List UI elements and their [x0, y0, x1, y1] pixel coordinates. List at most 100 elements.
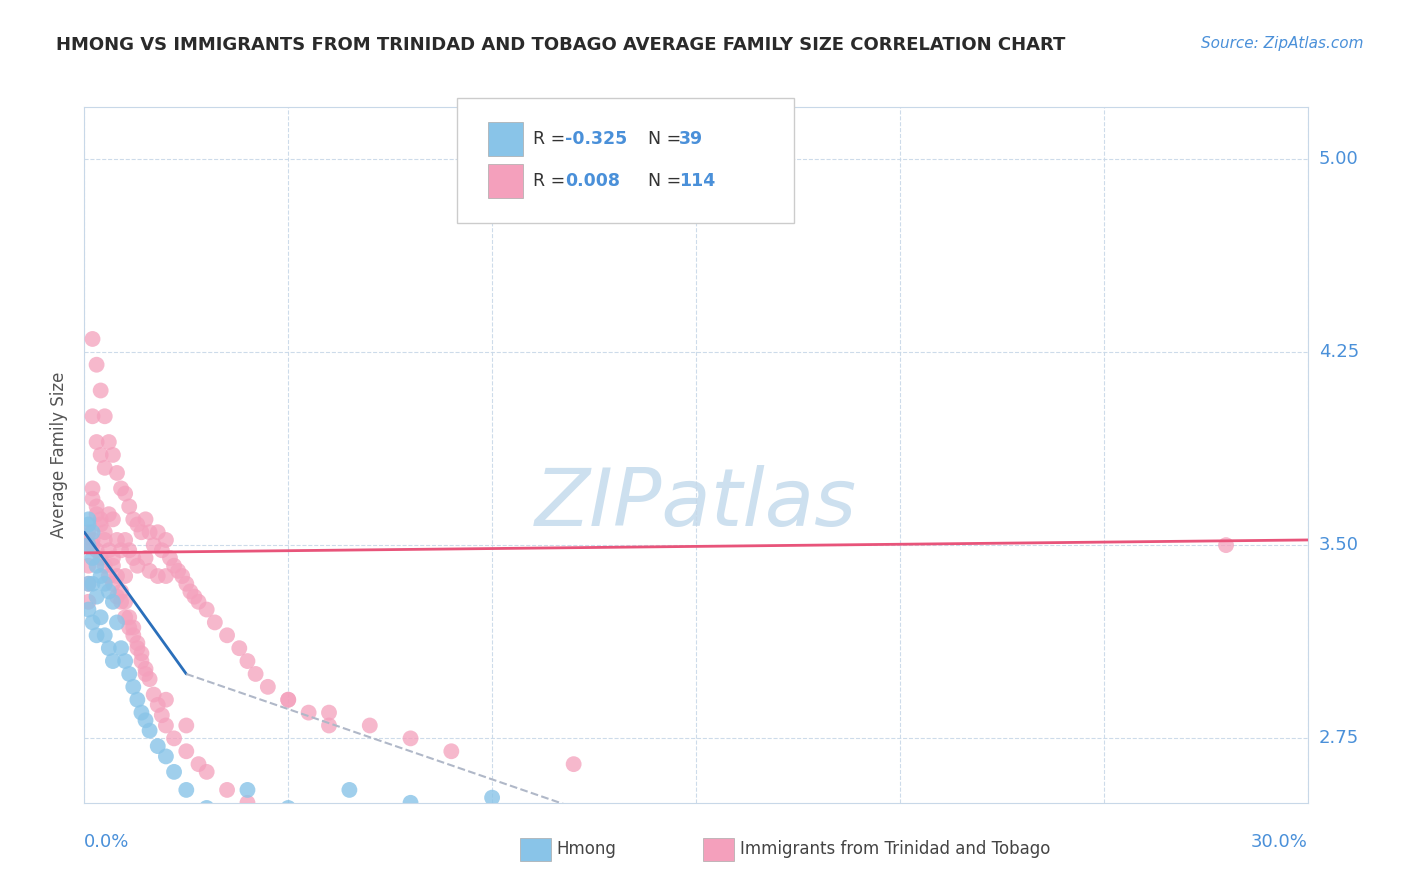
Point: [86, 558, 108, 573]
Point: [82, 576, 104, 591]
Point: [135, 512, 157, 526]
Text: 0.008: 0.008: [565, 172, 620, 190]
Text: 30.0%: 30.0%: [1251, 833, 1308, 851]
Point: [318, 706, 340, 720]
Text: 3.50: 3.50: [1319, 536, 1358, 554]
Point: [110, 584, 132, 599]
Point: [82, 615, 104, 630]
Point: [122, 621, 145, 635]
Point: [82, 551, 104, 566]
Point: [135, 662, 157, 676]
Point: [122, 680, 145, 694]
Point: [90, 610, 112, 624]
Point: [93, 533, 115, 547]
Point: [187, 757, 209, 772]
Point: [101, 551, 124, 566]
Point: [183, 590, 205, 604]
Point: [114, 610, 136, 624]
Point: [82, 538, 104, 552]
Point: [110, 641, 132, 656]
Point: [131, 654, 153, 668]
Point: [77, 517, 100, 532]
Point: [82, 525, 104, 540]
Text: R =: R =: [533, 172, 571, 190]
Point: [562, 757, 585, 772]
Point: [236, 783, 259, 797]
Point: [114, 486, 136, 500]
Point: [127, 636, 149, 650]
Point: [90, 551, 112, 566]
Point: [105, 615, 128, 630]
Point: [101, 448, 124, 462]
Point: [90, 384, 112, 398]
Point: [86, 358, 108, 372]
Point: [97, 543, 120, 558]
Point: [97, 507, 120, 521]
Point: [172, 569, 194, 583]
Point: [150, 708, 173, 723]
Point: [1215, 538, 1237, 552]
Point: [138, 564, 160, 578]
Point: [298, 706, 321, 720]
Text: R =: R =: [533, 130, 571, 148]
Point: [155, 749, 177, 764]
Point: [138, 672, 160, 686]
Text: Hmong: Hmong: [557, 840, 617, 858]
Point: [138, 723, 160, 738]
Point: [77, 576, 100, 591]
Point: [150, 543, 173, 558]
Point: [110, 543, 132, 558]
Point: [155, 692, 177, 706]
Point: [257, 680, 280, 694]
Text: 2.75: 2.75: [1319, 730, 1360, 747]
Point: [93, 628, 115, 642]
Point: [93, 460, 115, 475]
Point: [86, 435, 108, 450]
Point: [105, 533, 128, 547]
Point: [277, 692, 299, 706]
Point: [257, 808, 280, 822]
Point: [82, 491, 104, 506]
Point: [118, 667, 141, 681]
Point: [82, 332, 104, 346]
Point: [114, 595, 136, 609]
Point: [118, 500, 141, 514]
Point: [127, 558, 149, 573]
Point: [399, 731, 422, 746]
Text: 4.25: 4.25: [1319, 343, 1360, 361]
Point: [127, 517, 149, 532]
Point: [131, 525, 153, 540]
Point: [146, 525, 169, 540]
Point: [236, 654, 259, 668]
Point: [77, 525, 100, 540]
Point: [97, 584, 120, 599]
Text: N =: N =: [637, 130, 686, 148]
Point: [179, 584, 201, 599]
Text: 114: 114: [679, 172, 716, 190]
Point: [93, 576, 115, 591]
Point: [90, 448, 112, 462]
Point: [101, 558, 124, 573]
Point: [97, 569, 120, 583]
Point: [110, 482, 132, 496]
Point: [217, 628, 239, 642]
Point: [135, 551, 157, 566]
Point: [86, 628, 108, 642]
Point: [217, 783, 239, 797]
Point: [90, 569, 112, 583]
Point: [77, 538, 100, 552]
Point: [101, 595, 124, 609]
Text: 0.0%: 0.0%: [84, 833, 129, 851]
Text: HMONG VS IMMIGRANTS FROM TRINIDAD AND TOBAGO AVERAGE FAMILY SIZE CORRELATION CHA: HMONG VS IMMIGRANTS FROM TRINIDAD AND TO…: [56, 36, 1066, 54]
Point: [118, 610, 141, 624]
Point: [135, 714, 157, 728]
Point: [155, 718, 177, 732]
Point: [97, 641, 120, 656]
Point: [118, 621, 141, 635]
Point: [82, 409, 104, 424]
Point: [195, 602, 218, 616]
Point: [93, 409, 115, 424]
Point: [77, 558, 100, 573]
Point: [159, 551, 181, 566]
Point: [131, 706, 153, 720]
